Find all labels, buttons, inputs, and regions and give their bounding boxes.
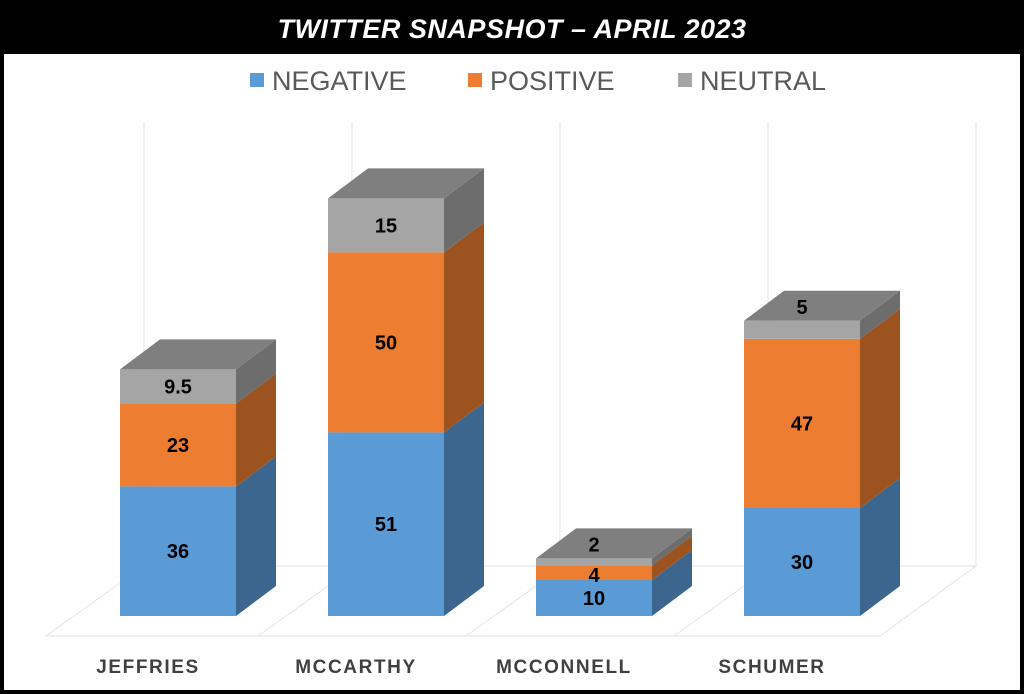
bar-side <box>860 290 900 339</box>
bar-segment <box>536 558 652 566</box>
bar-segment <box>328 432 444 616</box>
bar-top <box>536 528 692 559</box>
bar-segment <box>120 369 236 404</box>
chart-title: TWITTER SNAPSHOT – APRIL 2023 <box>277 13 747 44</box>
category-label: JEFFRIES <box>96 657 200 678</box>
data-label: 36 <box>167 541 189 563</box>
bar-segment <box>744 320 860 339</box>
data-label: 2 <box>588 534 599 556</box>
bar-segment <box>120 403 236 487</box>
bar-side <box>652 550 692 616</box>
bar-side <box>652 528 692 566</box>
data-label: 4 <box>588 565 600 587</box>
bar-side <box>236 373 276 487</box>
bar-side <box>444 222 484 433</box>
bar-side <box>860 478 900 616</box>
data-label: 23 <box>167 435 189 457</box>
bar-segment <box>120 486 236 616</box>
bar-segment <box>536 565 652 580</box>
data-label: 9.5 <box>164 377 192 399</box>
category-label: SCHUMER <box>718 657 825 678</box>
data-label: 30 <box>791 552 813 574</box>
bar-segment <box>328 252 444 433</box>
data-label: 15 <box>375 215 397 237</box>
bar-segment <box>536 580 652 616</box>
data-label: 50 <box>375 332 397 354</box>
bar-top <box>120 339 276 370</box>
data-label: 51 <box>375 514 397 536</box>
bar-side <box>444 402 484 616</box>
title-bar: TWITTER SNAPSHOT – APRIL 2023 <box>4 4 1020 54</box>
bar-top <box>744 290 900 321</box>
legend-label: NEUTRAL <box>700 66 826 96</box>
legend-swatch <box>678 73 692 87</box>
floor-outline <box>44 565 978 637</box>
bar-segment <box>744 508 860 616</box>
bar-side <box>236 339 276 404</box>
data-label: 47 <box>791 413 813 435</box>
category-label: MCCARTHY <box>295 657 417 678</box>
legend-swatch <box>250 73 264 87</box>
bar-side <box>236 456 276 616</box>
bar-side <box>444 168 484 253</box>
bar-side <box>860 308 900 508</box>
bar-top <box>328 168 484 199</box>
legend-label: POSITIVE <box>490 66 615 96</box>
data-label: 10 <box>583 588 605 610</box>
bar-segment <box>744 338 860 508</box>
bar-segment <box>328 198 444 253</box>
bar-side <box>652 535 692 580</box>
category-label: MCCONNELL <box>496 657 632 678</box>
legend-label: NEGATIVE <box>272 66 407 96</box>
legend-swatch <box>468 73 482 87</box>
data-label: 5 <box>796 297 807 319</box>
